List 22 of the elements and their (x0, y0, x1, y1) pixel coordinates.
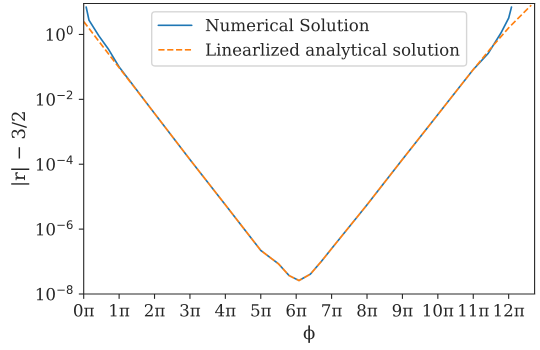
x-tick-label: 6π (286, 304, 306, 317)
legend-label: Linearlized analytical solution (206, 42, 460, 60)
x-tick-label: 4π (215, 304, 236, 316)
x-tick-label: 10π (424, 304, 454, 317)
x-tick-label: 2π (144, 304, 165, 316)
y-tick-label: 10$^{0}$ (46, 26, 73, 41)
legend-label: Numerical Solution (206, 18, 370, 32)
y-tick-label: 10$^{−6}$ (36, 220, 73, 236)
x-tick-label: 9π (392, 304, 413, 317)
x-tick-label: 1π (110, 304, 130, 316)
x-tick-label: 11π (459, 304, 489, 316)
y-tick-label: 10$^{−4}$ (36, 156, 73, 171)
x-tick-label: 12π (494, 304, 524, 316)
x-tick-label: 7π (322, 304, 342, 316)
y-tick-label: 10$^{−2}$ (36, 90, 72, 106)
x-tick-label: 5π (251, 304, 271, 317)
x-tick-label: 3π (180, 304, 200, 317)
y-tick-label: 10$^{−8}$ (36, 285, 73, 300)
x-axis-title: ϕ (304, 325, 315, 343)
x-tick-label: 8π (357, 304, 378, 317)
y-axis-title: |r| − 3/2 (11, 112, 30, 185)
x-tick-label: 0π (74, 304, 94, 317)
